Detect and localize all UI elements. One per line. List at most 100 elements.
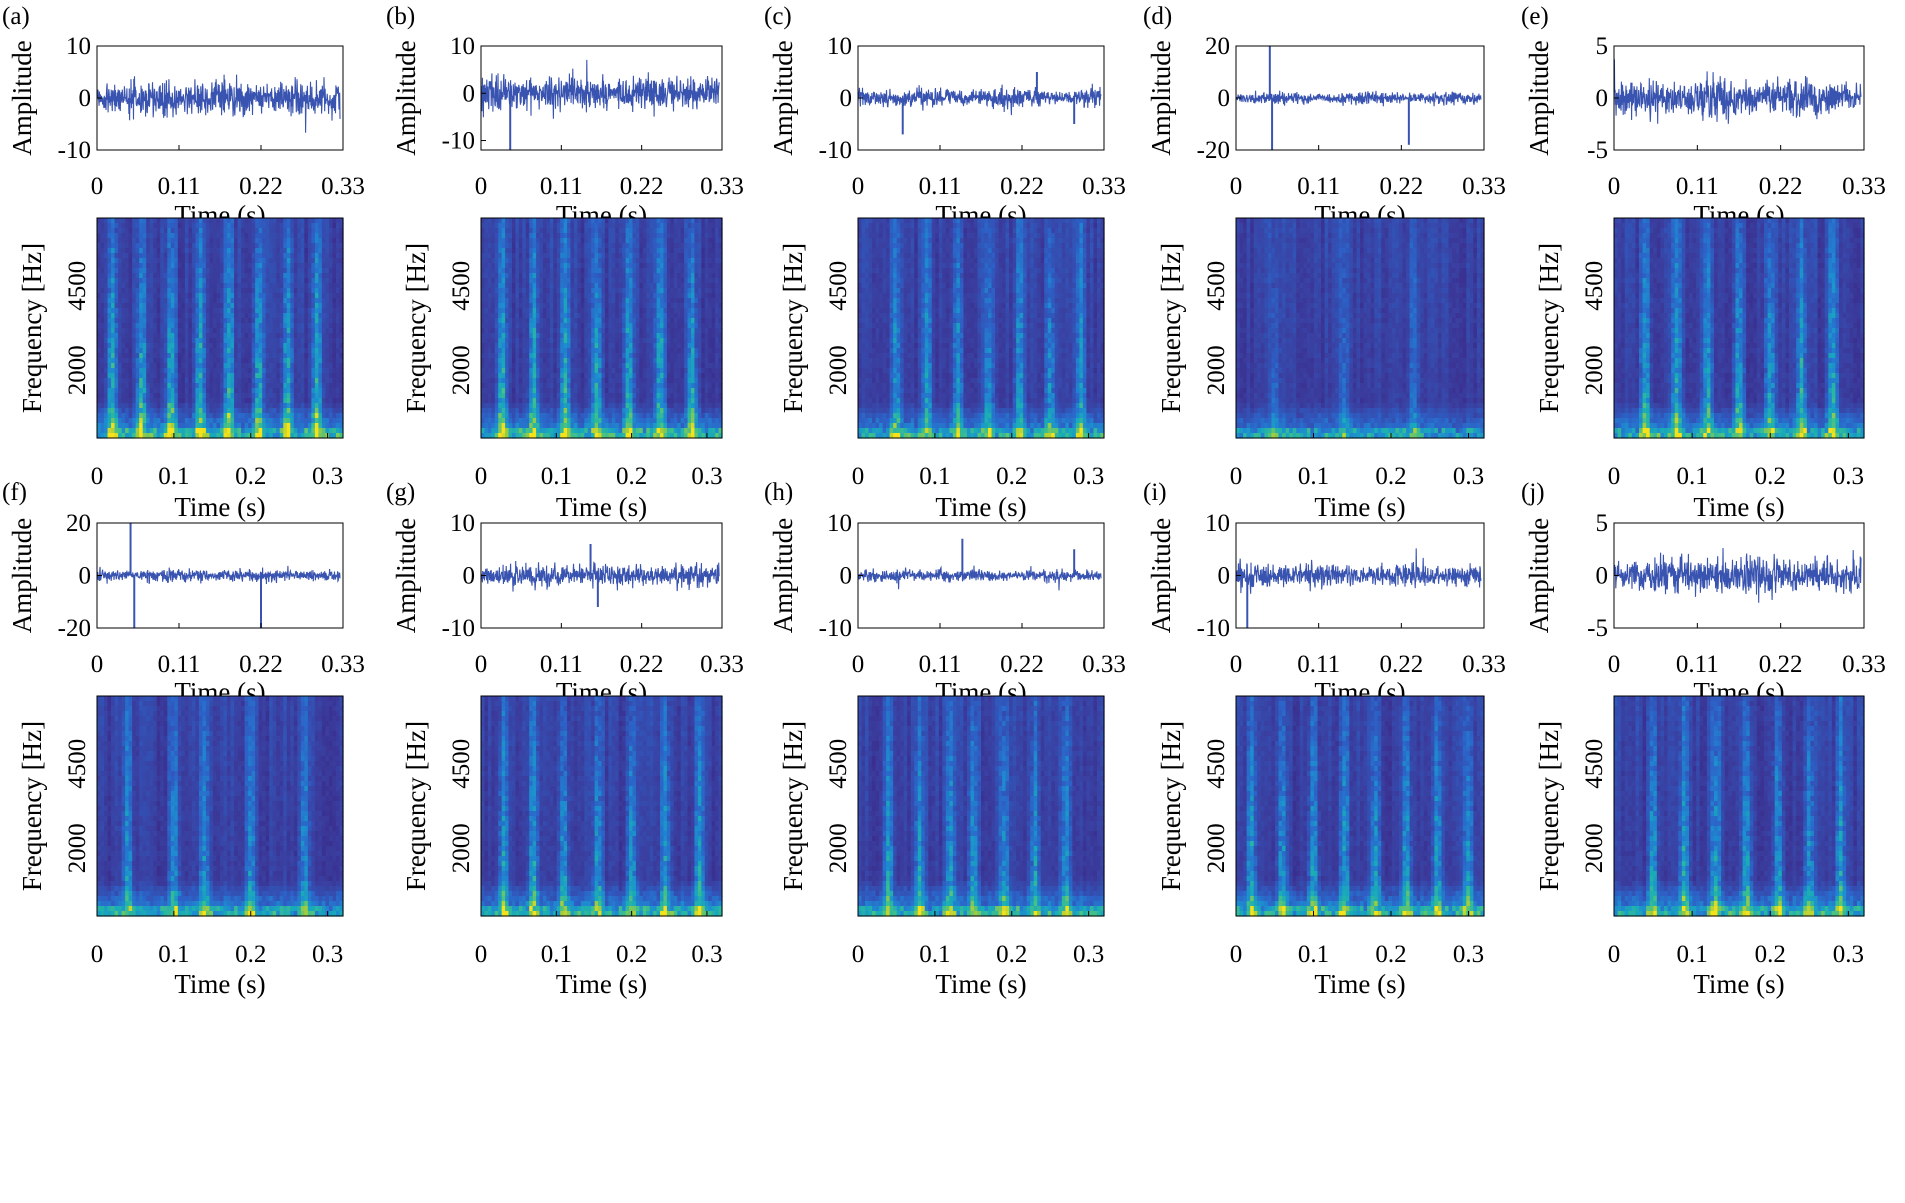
spectrogram-cell bbox=[304, 238, 309, 244]
spectrogram-cell bbox=[318, 418, 323, 424]
spectrogram-cell bbox=[97, 383, 102, 389]
spectrogram-cell bbox=[269, 358, 274, 364]
spectrogram-cell bbox=[642, 308, 647, 314]
spectrogram-cell bbox=[181, 393, 186, 399]
spectrogram-cell bbox=[663, 323, 668, 329]
spectrogram-cell bbox=[107, 248, 112, 254]
spectrogram-cell bbox=[97, 258, 102, 264]
spectrogram-cell bbox=[553, 278, 558, 284]
spectrogram-cell bbox=[167, 423, 172, 429]
spectrogram-cell bbox=[573, 338, 578, 344]
spectrogram-cell bbox=[128, 363, 133, 369]
spectrogram-cell bbox=[680, 288, 685, 294]
spectrogram-cell bbox=[121, 333, 126, 339]
spectrogram-cell bbox=[241, 278, 246, 284]
spectrogram-cell bbox=[104, 283, 109, 289]
spectrogram-cell bbox=[556, 253, 561, 259]
spectrogram-cell bbox=[300, 418, 305, 424]
spectrogram-cell bbox=[167, 298, 172, 304]
spectrogram-cell bbox=[269, 403, 274, 409]
spectrogram-cell bbox=[691, 338, 696, 344]
spectrogram-cell bbox=[580, 218, 585, 224]
spectrogram-cell bbox=[525, 328, 530, 334]
spectrogram-cell bbox=[279, 288, 284, 294]
spectrogram-cell bbox=[307, 278, 312, 284]
spectrogram-cell bbox=[297, 338, 302, 344]
spectrogram-cell bbox=[279, 308, 284, 314]
spectrogram-cell bbox=[132, 303, 137, 309]
spectrogram-cell bbox=[501, 238, 506, 244]
spectrogram-cell bbox=[283, 268, 288, 274]
spectrogram-cell bbox=[515, 283, 520, 289]
spectrogram-cell bbox=[205, 413, 211, 419]
y-tick-label: -10 bbox=[442, 128, 475, 155]
spectrogram-cell bbox=[307, 378, 312, 384]
spectrogram-cell bbox=[290, 248, 295, 254]
spectrogram-cell bbox=[325, 343, 330, 349]
spectrogram-cell bbox=[580, 258, 585, 264]
spectrogram-cell bbox=[508, 248, 513, 254]
spectrogram-cell bbox=[670, 283, 675, 289]
spectrogram-cell bbox=[244, 318, 249, 324]
spectrogram-cell bbox=[146, 248, 151, 254]
spectrogram-cell bbox=[184, 273, 189, 279]
spectrogram-cell bbox=[505, 223, 510, 229]
spectrogram-cell bbox=[230, 228, 235, 234]
spectrogram-cell bbox=[511, 308, 517, 314]
spectrogram-cell bbox=[646, 343, 651, 349]
spectrogram-cell bbox=[677, 338, 682, 344]
spectrogram-cell bbox=[304, 398, 309, 404]
spectrogram-cell bbox=[128, 298, 133, 304]
spectrogram-cell bbox=[697, 328, 702, 334]
spectrogram-cell bbox=[118, 243, 123, 249]
spectrogram-cell bbox=[484, 228, 489, 234]
spectrogram-cell bbox=[318, 258, 323, 264]
spectrogram-cell bbox=[205, 398, 211, 404]
spectrogram-cell bbox=[325, 328, 330, 334]
spectrogram-cell bbox=[297, 278, 302, 284]
spectrogram-cell bbox=[265, 343, 270, 349]
spectrogram-cell bbox=[188, 368, 193, 374]
spectrogram-cell bbox=[594, 258, 599, 264]
spectrogram-cell bbox=[174, 223, 179, 229]
spectrogram-cell bbox=[573, 288, 578, 294]
spectrogram-cell bbox=[223, 398, 228, 404]
spectrogram-cell bbox=[505, 253, 510, 259]
spectrogram-cell bbox=[216, 283, 221, 289]
spectrogram-cell bbox=[501, 233, 506, 239]
spectrogram-cell bbox=[121, 223, 126, 229]
spectrogram-cell bbox=[529, 223, 534, 229]
spectrogram-cell bbox=[494, 333, 499, 339]
spectrogram-cell bbox=[142, 383, 147, 389]
spectrogram-cell bbox=[293, 403, 298, 409]
spectrogram-cell bbox=[160, 303, 165, 309]
spectrogram-cell bbox=[209, 323, 214, 329]
spectrogram-cell bbox=[146, 378, 151, 384]
spectrogram-cell bbox=[290, 378, 295, 384]
spectrogram-cell bbox=[318, 393, 323, 399]
spectrogram-cell bbox=[601, 283, 606, 289]
spectrogram-cell bbox=[673, 278, 678, 284]
spectrogram-cell bbox=[646, 333, 651, 339]
spectrogram-cell bbox=[227, 228, 232, 234]
spectrogram-cell bbox=[491, 253, 496, 259]
spectrogram-cell bbox=[332, 393, 337, 399]
spectrogram-cell bbox=[684, 323, 689, 329]
spectrogram-cell bbox=[167, 243, 172, 249]
spectrogram-cell bbox=[542, 313, 548, 319]
spectrogram-cell bbox=[248, 358, 253, 364]
spectrogram-cell bbox=[262, 328, 267, 334]
spectrogram-cell bbox=[209, 338, 214, 344]
spectrogram-cell bbox=[220, 308, 225, 314]
spectrogram-cell bbox=[286, 368, 291, 374]
spectrogram-cell bbox=[625, 233, 630, 239]
spectrogram-cell bbox=[279, 263, 284, 269]
spectrogram-cell bbox=[255, 258, 260, 264]
spectrogram-cell bbox=[494, 243, 499, 249]
spectrogram-cell bbox=[188, 363, 193, 369]
spectrogram-cell bbox=[549, 338, 554, 344]
spectrogram-cell bbox=[227, 353, 232, 359]
spectrogram-cell bbox=[629, 293, 634, 299]
spectrogram-cell bbox=[498, 218, 503, 224]
spectrogram-cell bbox=[163, 253, 168, 259]
